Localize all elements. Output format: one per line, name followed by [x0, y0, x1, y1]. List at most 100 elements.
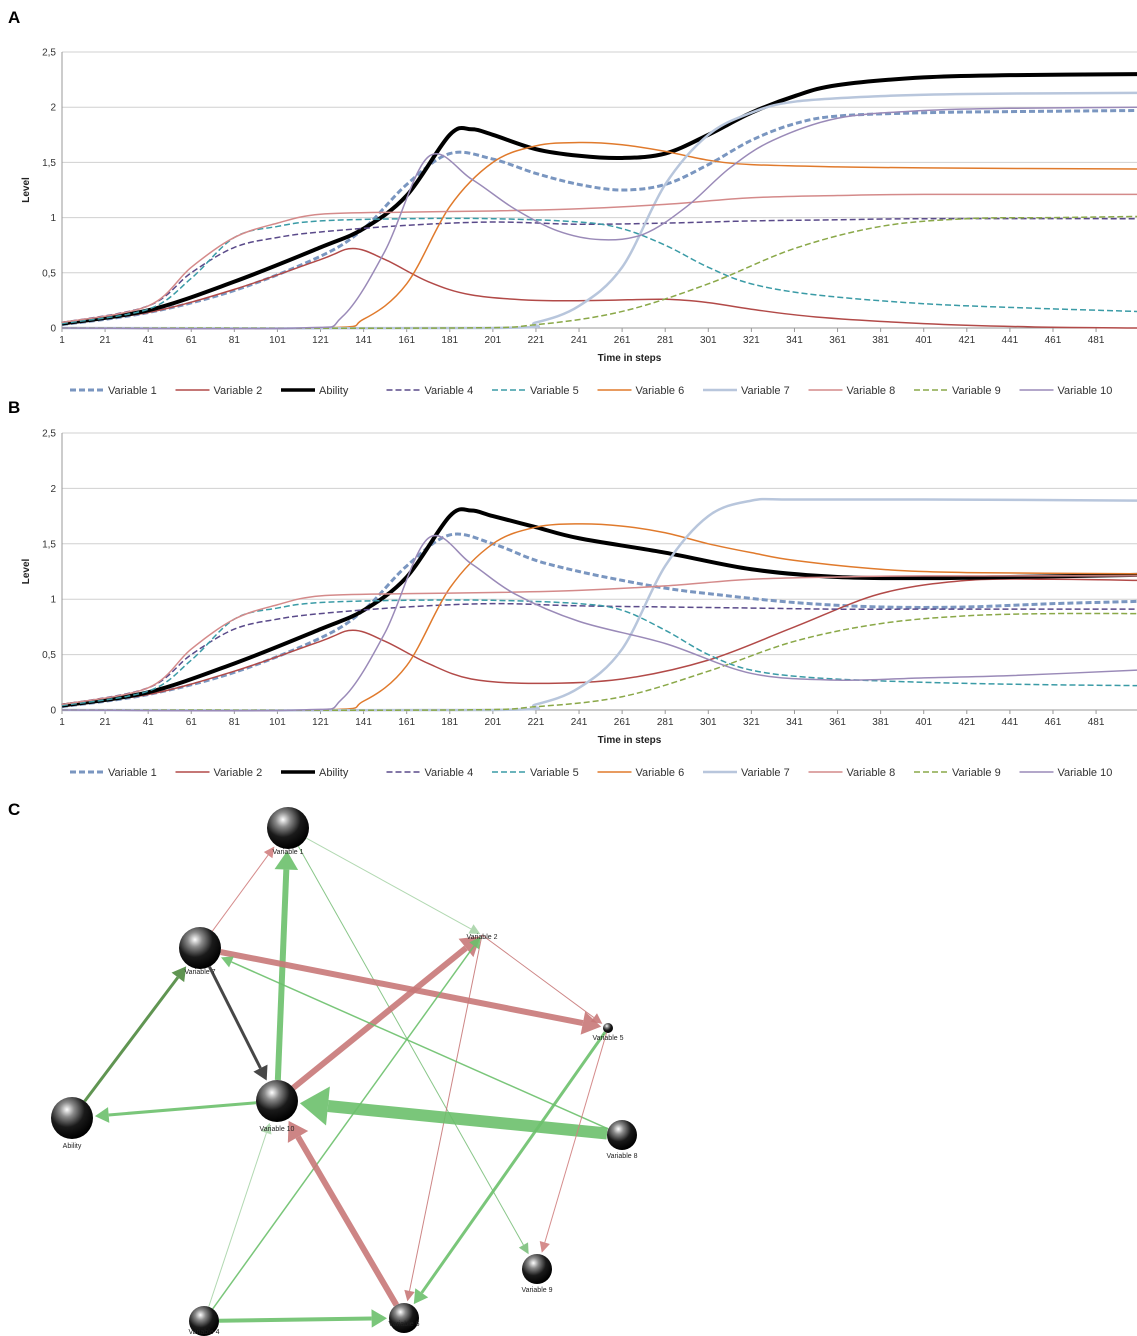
network-edge-arrowhead [274, 850, 299, 871]
network-node-label: Variable 10 [260, 1126, 295, 1133]
network-node-label: Variable 8 [606, 1153, 637, 1160]
series-line-variable-7 [61, 91, 1137, 330]
x-tick-label: 441 [1002, 335, 1019, 346]
series-line-variable-4 [61, 217, 1137, 324]
network-edge-v10-ability [108, 1101, 257, 1117]
y-axis-title: Level [21, 558, 32, 584]
legend-label: Variable 5 [530, 767, 579, 779]
series-line-variable-6 [61, 141, 1137, 330]
x-tick-label: 441 [1002, 717, 1019, 728]
x-tick-label: 241 [571, 717, 588, 728]
x-tick-label: 321 [743, 717, 760, 728]
x-tick-label: 1 [59, 717, 65, 728]
x-tick-label: 101 [269, 717, 286, 728]
network-edge-arrowhead [299, 1086, 330, 1126]
x-tick-label: 221 [528, 335, 545, 346]
network-edge-v2-v5 [481, 934, 595, 1018]
network-edge-v1-v9 [297, 846, 524, 1246]
series-line-variable-8 [61, 575, 1137, 706]
series-line-variable-8 [61, 193, 1137, 324]
network-node-label: Variable 2 [466, 934, 497, 941]
series-line-variable-9 [61, 215, 1137, 329]
x-tick-label: 241 [571, 335, 588, 346]
network-node-v1 [267, 807, 309, 849]
legend-label: Ability [319, 767, 349, 779]
network-edge-v7-v1 [212, 854, 269, 932]
x-tick-label: 161 [398, 717, 415, 728]
network-edge-v5-v6 [420, 1031, 607, 1294]
y-tick-label: 1,5 [42, 158, 56, 169]
x-tick-label: 181 [441, 335, 458, 346]
network-edge-v7-v5 [220, 949, 584, 1027]
network-node-v4 [189, 1306, 219, 1336]
x-tick-label: 81 [229, 335, 241, 346]
legend-label: Variable 7 [741, 767, 790, 779]
legend-label: Variable 4 [425, 385, 474, 397]
network-edge-v7-v10 [208, 966, 262, 1069]
series-line-variable-2 [61, 247, 1137, 329]
y-tick-label: 1 [50, 595, 56, 606]
series-line-variable-7 [61, 497, 1137, 712]
x-tick-label: 381 [872, 335, 889, 346]
legend-label: Variable 2 [214, 385, 263, 397]
line-chart-b: 00,511,522,51 21 41 61 81 101 121 141 161 181 201 2… [21, 429, 1137, 779]
series-line-variable-5 [61, 599, 1137, 707]
network-edge-arrowhead [171, 966, 187, 983]
legend-label: Variable 10 [1058, 385, 1113, 397]
network-node-v5 [603, 1023, 613, 1033]
x-tick-label: 481 [1088, 717, 1105, 728]
network-edge-v8-v10 [327, 1100, 608, 1140]
legend-label: Variable 8 [847, 767, 896, 779]
network-edge-arrowhead [404, 1289, 415, 1302]
x-tick-label: 201 [485, 717, 502, 728]
x-tick-label: 301 [700, 717, 717, 728]
y-tick-label: 2,5 [42, 48, 56, 59]
network-edge-v5-v9 [544, 1032, 608, 1243]
x-tick-label: 401 [915, 717, 932, 728]
y-tick-label: 2,5 [42, 429, 56, 440]
network-node-v7 [179, 927, 221, 969]
series-line-variable-9 [61, 612, 1137, 711]
x-tick-label: 341 [786, 335, 803, 346]
series-line-variable-4 [61, 602, 1137, 706]
series-line-variable-6 [61, 523, 1137, 712]
panel-label-a: A [8, 8, 21, 27]
x-tick-label: 361 [829, 335, 846, 346]
panel-label-b: B [8, 398, 21, 417]
network-edge-arrowhead [590, 1013, 603, 1024]
network-edge-v4-v2 [212, 945, 475, 1310]
network-node-label: Variable 6 [388, 1321, 419, 1328]
panel-label-c: C [8, 800, 21, 819]
x-tick-label: 121 [312, 717, 329, 728]
network-edge-arrowhead [468, 924, 481, 935]
legend-label: Variable 7 [741, 385, 790, 397]
x-tick-label: 141 [355, 717, 372, 728]
network-edge-arrowhead [263, 846, 275, 859]
x-tick-label: 21 [100, 335, 112, 346]
x-tick-label: 61 [186, 717, 198, 728]
series-line-variable-1 [61, 109, 1137, 327]
network-edge-arrowhead [518, 1242, 529, 1255]
legend-label: Variable 4 [425, 767, 474, 779]
legend-label: Variable 5 [530, 385, 579, 397]
legend-label: Variable 1 [108, 767, 157, 779]
x-axis-title: Time in steps [598, 735, 662, 746]
network-node-label: Ability [63, 1143, 82, 1150]
network-node-v6 [389, 1303, 419, 1333]
network-edge-arrowhead [253, 1064, 268, 1081]
x-tick-label: 21 [100, 717, 112, 728]
network-edge-arrowhead [261, 1122, 272, 1135]
network-edge-ability-v7 [83, 976, 180, 1103]
y-tick-label: 0 [50, 706, 56, 717]
y-tick-label: 1 [50, 213, 56, 224]
network-node-v9 [522, 1254, 552, 1284]
series-line-variable-10 [61, 106, 1137, 330]
network-edge-arrowhead [580, 1011, 602, 1035]
x-tick-label: 201 [485, 335, 502, 346]
legend-label: Variable 6 [636, 767, 685, 779]
network-edge-v4-v10 [208, 1132, 267, 1307]
x-tick-label: 61 [186, 335, 198, 346]
y-tick-label: 0,5 [42, 650, 56, 661]
legend-label: Variable 6 [636, 385, 685, 397]
